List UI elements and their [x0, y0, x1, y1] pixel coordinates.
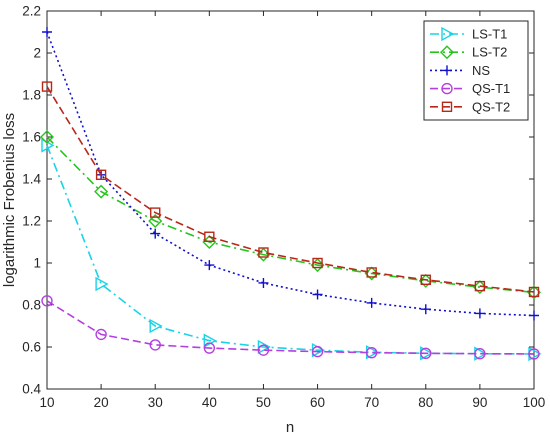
legend-item: LS-T2	[430, 45, 507, 60]
y-tick-label: 2	[33, 46, 41, 61]
data-point	[204, 260, 215, 271]
y-tick-label: 1.8	[22, 88, 41, 103]
y-tick-label: 1.4	[22, 172, 41, 187]
data-point	[150, 207, 161, 218]
data-point	[41, 81, 53, 92]
data-point	[94, 184, 109, 199]
data-point	[42, 27, 52, 37]
series-layer	[40, 27, 542, 362]
legend-label: NS	[472, 63, 490, 78]
data-point	[474, 308, 485, 319]
data-point	[366, 267, 377, 278]
data-point	[529, 310, 539, 321]
data-point	[528, 286, 540, 298]
legend: LS-T1 LS-T2 NS QS-T1 QS-T2	[423, 20, 529, 121]
data-point	[420, 274, 431, 285]
x-tick-label: 10	[39, 395, 54, 410]
data-point	[204, 231, 215, 242]
axes: 10 20 30 40 50 60 70 80 90 100 0.4 0.6 0.8 1 1.2 1.4 1.6…	[22, 4, 545, 411]
data-point	[95, 328, 107, 341]
y-tick-label: 0.6	[22, 340, 41, 355]
data-point	[148, 214, 163, 228]
legend-label: LS-T1	[472, 27, 507, 42]
data-point	[365, 346, 378, 359]
legend-marker	[442, 65, 452, 76]
legend-marker	[441, 101, 453, 113]
x-tick-label: 90	[472, 395, 487, 410]
data-point	[258, 277, 269, 288]
legend-marker	[441, 82, 453, 95]
y-tick-label: 1.2	[22, 214, 41, 229]
series-ns	[42, 27, 539, 321]
data-point	[257, 344, 270, 356]
legend-marker	[441, 26, 455, 42]
x-tick-label: 40	[202, 395, 217, 410]
x-axis-label: n	[286, 419, 294, 436]
legend-item: NS	[430, 63, 490, 78]
y-tick-label: 0.8	[22, 298, 41, 313]
data-point	[366, 297, 377, 308]
x-tick-label: 30	[148, 395, 163, 410]
data-point	[40, 130, 54, 144]
data-point	[311, 345, 324, 358]
series-line	[46, 145, 535, 355]
data-point	[150, 228, 161, 239]
data-point	[528, 348, 540, 360]
data-point	[95, 169, 107, 181]
data-point	[312, 257, 323, 269]
series-line	[46, 86, 535, 293]
data-point	[474, 280, 486, 292]
series-qs-t2	[41, 81, 540, 298]
x-tick-label: 100	[523, 395, 546, 410]
data-point	[95, 276, 109, 292]
data-point	[149, 339, 161, 351]
x-tick-label: 60	[310, 395, 325, 410]
y-tick-label: 2.2	[22, 4, 41, 19]
axes-box	[46, 10, 535, 390]
y-axis-label: logarithmic Frobenius loss	[1, 113, 18, 287]
data-point	[257, 339, 271, 355]
series-line	[46, 300, 535, 355]
y-tick-label: 1	[33, 256, 41, 271]
legend-label: QS-T1	[472, 81, 510, 96]
y-tick-label: 0.4	[22, 382, 41, 397]
data-point	[258, 247, 269, 258]
series-line	[46, 136, 535, 294]
data-point	[203, 342, 216, 354]
x-tick-label: 70	[364, 395, 379, 410]
data-point	[420, 304, 431, 315]
x-tick-label: 80	[418, 395, 433, 410]
y-tick-label: 1.6	[22, 130, 41, 145]
data-point	[312, 289, 323, 300]
series-qs-t1	[41, 295, 540, 360]
x-tick-label: 20	[94, 395, 109, 410]
data-point	[41, 295, 53, 307]
data-point	[474, 348, 486, 360]
legend-item: QS-T2	[430, 99, 510, 114]
legend-item: QS-T1	[430, 81, 510, 96]
x-tick-label: 50	[256, 395, 271, 410]
legend-item: LS-T1	[430, 27, 507, 42]
legend-marker	[440, 45, 454, 60]
data-point	[420, 347, 432, 359]
legend-label: LS-T2	[472, 45, 507, 60]
data-point	[149, 318, 163, 334]
legend-label: QS-T2	[472, 99, 510, 114]
